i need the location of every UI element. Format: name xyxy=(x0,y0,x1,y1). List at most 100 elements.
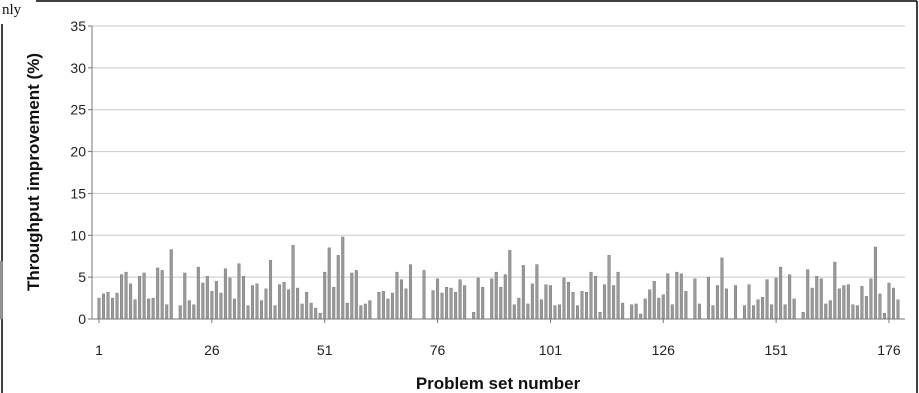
bar xyxy=(788,274,792,320)
bar xyxy=(228,277,232,320)
bar xyxy=(697,303,701,320)
y-tick-label: 15 xyxy=(70,185,86,201)
bar xyxy=(124,271,128,320)
bar xyxy=(278,284,282,320)
bar xyxy=(765,279,769,320)
bar xyxy=(887,282,891,320)
bar xyxy=(205,276,209,320)
x-tick-label: 76 xyxy=(430,342,446,358)
bar xyxy=(273,305,277,320)
x-tick-label: 51 xyxy=(317,342,333,358)
bar xyxy=(296,287,300,320)
y-tick-label: 20 xyxy=(70,144,86,160)
bar xyxy=(557,304,561,320)
bar xyxy=(612,285,616,320)
bar xyxy=(120,274,124,320)
y-tick-label: 0 xyxy=(78,311,86,327)
bar xyxy=(882,312,886,320)
bar xyxy=(363,303,367,320)
gridlines xyxy=(92,25,905,278)
bar xyxy=(142,272,146,320)
bar xyxy=(535,264,539,320)
bar xyxy=(747,284,751,320)
x-tick-label: 101 xyxy=(539,342,563,358)
bar xyxy=(223,268,227,320)
bar xyxy=(327,247,331,320)
bar xyxy=(241,276,245,320)
bar xyxy=(0,261,3,320)
bar xyxy=(499,286,503,320)
axes xyxy=(88,25,905,323)
bar xyxy=(377,292,381,320)
bar xyxy=(395,271,399,320)
bar xyxy=(314,307,318,320)
bar xyxy=(891,287,895,320)
x-tick-label: 126 xyxy=(652,342,676,358)
bar xyxy=(494,271,498,320)
bar xyxy=(354,270,358,320)
bar xyxy=(594,276,598,320)
bar xyxy=(792,298,796,320)
bar xyxy=(260,300,264,320)
bars xyxy=(0,236,900,320)
bar xyxy=(102,293,106,320)
bar xyxy=(422,270,426,320)
bar xyxy=(232,298,236,320)
bar xyxy=(449,287,453,320)
bar xyxy=(752,305,756,320)
bar xyxy=(521,265,525,320)
bar xyxy=(733,285,737,320)
x-axis-title: Problem set number xyxy=(416,374,581,393)
y-axis-title: Throughput improvement (%) xyxy=(24,53,43,291)
bar xyxy=(187,300,191,320)
bar xyxy=(743,305,747,320)
bar xyxy=(819,278,823,320)
bar xyxy=(585,292,589,320)
bar xyxy=(305,292,309,320)
bar xyxy=(851,304,855,320)
x-tick-labels: 1 26 51 76 101 126 151 176 xyxy=(95,342,901,358)
bar xyxy=(842,285,846,320)
x-tick-label: 26 xyxy=(204,342,220,358)
bar xyxy=(309,302,313,320)
bar xyxy=(684,291,688,320)
bar xyxy=(589,271,593,320)
bar xyxy=(711,305,715,320)
bar xyxy=(332,286,336,320)
bar xyxy=(783,304,787,320)
bar xyxy=(652,281,656,320)
bar xyxy=(679,273,683,320)
y-tick-label: 5 xyxy=(78,269,86,285)
bar xyxy=(219,292,223,320)
bar xyxy=(440,292,444,320)
x-tick-label: 176 xyxy=(877,342,901,358)
bar xyxy=(562,277,566,320)
bar xyxy=(133,299,137,320)
bar xyxy=(151,297,155,320)
bar xyxy=(724,288,728,320)
bar xyxy=(539,299,543,320)
bar xyxy=(643,298,647,320)
bar xyxy=(598,312,602,320)
bar xyxy=(399,279,403,320)
bar xyxy=(472,312,476,320)
bar xyxy=(801,312,805,320)
bar xyxy=(860,286,864,320)
bar xyxy=(508,250,512,320)
bar xyxy=(846,284,850,320)
bar xyxy=(639,313,643,320)
bar xyxy=(300,303,304,320)
bar xyxy=(706,276,710,320)
bar xyxy=(318,312,322,320)
bar xyxy=(436,278,440,320)
bar xyxy=(282,281,286,320)
bar xyxy=(169,249,173,320)
bar xyxy=(454,292,458,320)
bar xyxy=(336,255,340,320)
bar xyxy=(463,285,467,320)
bar xyxy=(779,266,783,320)
bar xyxy=(390,292,394,320)
bar xyxy=(833,261,837,320)
